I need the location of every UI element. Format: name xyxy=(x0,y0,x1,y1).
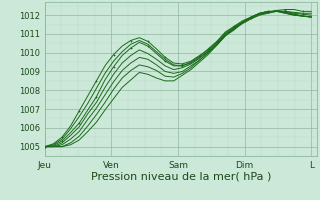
X-axis label: Pression niveau de la mer( hPa ): Pression niveau de la mer( hPa ) xyxy=(91,171,271,181)
